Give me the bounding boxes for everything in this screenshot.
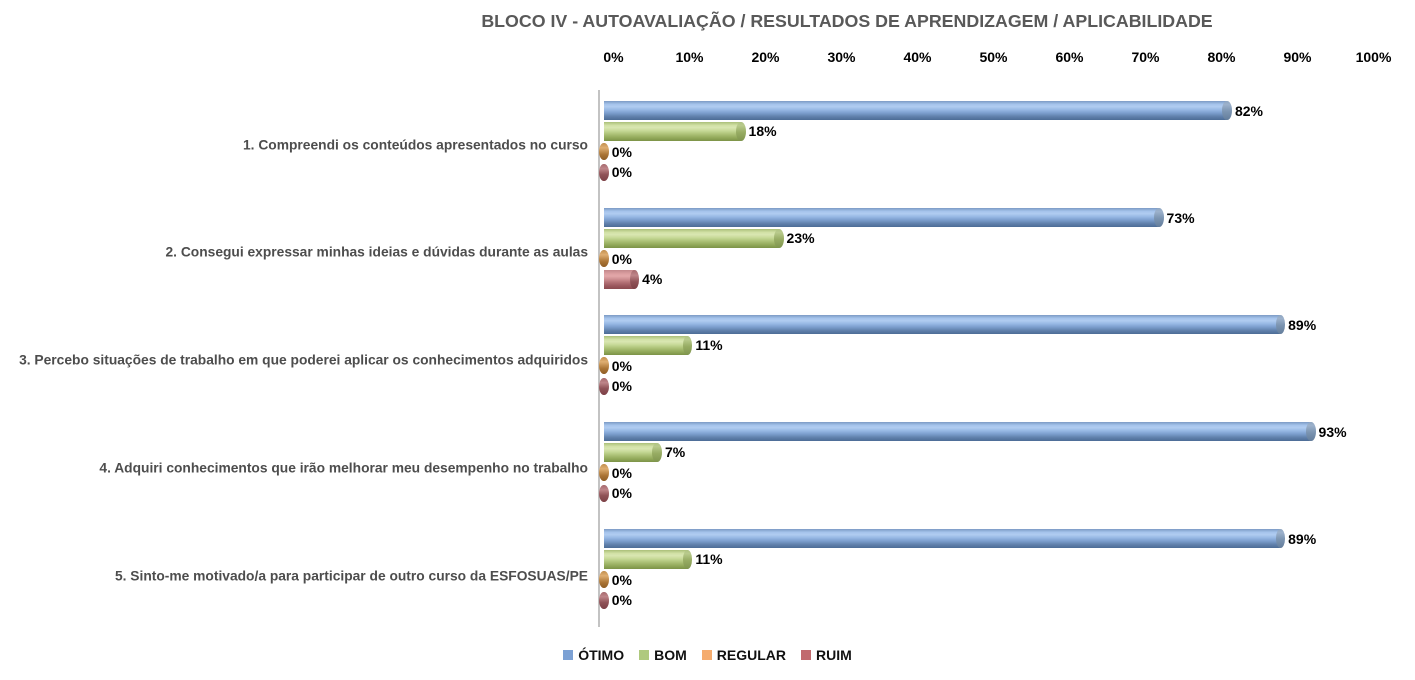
bar-otimo-cat5 xyxy=(604,529,1281,548)
data-label-ruim-cat4: 0% xyxy=(611,485,632,501)
y-axis-line xyxy=(598,90,600,627)
data-label-bom-cat2: 23% xyxy=(786,230,815,246)
data-label-otimo-cat4: 93% xyxy=(1318,423,1347,440)
x-tick-70: 70% xyxy=(1131,49,1160,65)
bar-otimo-cat4 xyxy=(604,422,1311,441)
data-label-otimo-cat3: 89% xyxy=(1288,316,1317,333)
x-tick-40: 40% xyxy=(903,49,932,65)
legend-label-regular: REGULAR xyxy=(716,647,786,663)
legend-label-otimo: ÓTIMO xyxy=(578,647,625,663)
chart-title: BLOCO IV - AUTOAVALIAÇÃO / RESULTADOS DE… xyxy=(481,11,1213,31)
data-label-regular-cat2: 0% xyxy=(611,250,632,267)
bar-cap-otimo-cat3 xyxy=(1275,315,1286,334)
data-label-ruim-cat3: 0% xyxy=(611,378,632,394)
bar-cap-ruim-cat3 xyxy=(599,377,609,395)
x-tick-20: 20% xyxy=(751,49,780,65)
data-label-otimo-cat1: 82% xyxy=(1234,102,1263,119)
data-label-regular-cat3: 0% xyxy=(611,357,632,374)
category-label-4: 4. Adquiri conhecimentos que irão melhor… xyxy=(99,460,588,476)
x-tick-50: 50% xyxy=(979,49,1008,65)
legend-swatch-otimo xyxy=(563,650,574,660)
bar-cap-ruim-cat2 xyxy=(629,269,640,289)
legend-label-bom: BOM xyxy=(654,647,687,663)
legend-item-bom: BOM xyxy=(639,647,687,663)
data-label-otimo-cat5: 89% xyxy=(1288,530,1317,547)
data-label-ruim-cat2: 4% xyxy=(642,271,663,287)
data-label-ruim-cat5: 0% xyxy=(611,592,632,608)
bar-bom-cat5 xyxy=(604,549,688,569)
x-tick-60: 60% xyxy=(1055,49,1084,65)
bar-cap-otimo-cat2 xyxy=(1154,208,1164,227)
category-label-1: 1. Compreendi os conteúdos apresentados … xyxy=(243,137,588,152)
bar-bom-cat3 xyxy=(604,335,688,355)
bar-otimo-cat1 xyxy=(604,101,1228,120)
data-label-bom-cat3: 11% xyxy=(695,337,723,353)
data-label-ruim-cat1: 0% xyxy=(611,164,632,180)
bar-cap-otimo-cat4 xyxy=(1306,422,1316,441)
bar-cap-bom-cat2 xyxy=(774,228,784,248)
bar-cap-bom-cat1 xyxy=(736,121,746,141)
legend: ÓTIMO BOM REGULAR RUIM xyxy=(0,645,1415,665)
bar-otimo-cat2 xyxy=(604,208,1159,227)
x-tick-0: 0% xyxy=(603,49,624,65)
bar-bom-cat1 xyxy=(604,121,741,141)
bar-cap-bom-cat5 xyxy=(682,549,693,569)
bar-cap-regular-cat1 xyxy=(599,143,609,160)
category-label-2: 2. Consegui expressar minhas ideias e dú… xyxy=(165,244,588,260)
legend-swatch-ruim xyxy=(801,650,811,660)
category-label-3: 3. Percebo situações de trabalho em que … xyxy=(19,352,588,368)
x-tick-100: 100% xyxy=(1355,49,1392,65)
bar-ruim-cat2 xyxy=(604,269,635,289)
legend-swatch-regular xyxy=(701,650,712,660)
category-label-5: 5. Sinto-me motivado/a para participar d… xyxy=(114,568,588,584)
legend-item-regular: REGULAR xyxy=(701,647,786,663)
bar-cap-bom-cat4 xyxy=(652,442,662,462)
bar-cap-ruim-cat5 xyxy=(599,591,609,609)
x-tick-30: 30% xyxy=(827,49,856,65)
data-label-regular-cat4: 0% xyxy=(611,464,632,481)
data-label-bom-cat4: 7% xyxy=(664,444,686,460)
bar-bom-cat2 xyxy=(604,228,779,248)
bar-cap-ruim-cat1 xyxy=(599,163,609,181)
bar-cap-regular-cat4 xyxy=(599,464,609,481)
legend-swatch-bom xyxy=(639,650,650,660)
legend-label-ruim: RUIM xyxy=(816,647,852,663)
bar-cap-regular-cat3 xyxy=(599,357,609,374)
legend-item-ruim: RUIM xyxy=(801,647,852,663)
bar-cap-otimo-cat1 xyxy=(1222,101,1232,120)
data-label-regular-cat5: 0% xyxy=(611,571,632,588)
bar-cap-bom-cat3 xyxy=(682,335,693,355)
x-tick-80: 80% xyxy=(1207,49,1236,65)
x-tick-90: 90% xyxy=(1283,49,1312,65)
x-tick-10: 10% xyxy=(675,49,704,65)
bar-otimo-cat3 xyxy=(604,315,1281,334)
bar-cap-regular-cat2 xyxy=(599,250,609,267)
bar-bom-cat4 xyxy=(604,442,658,462)
data-label-bom-cat1: 18% xyxy=(748,123,777,139)
data-label-bom-cat5: 11% xyxy=(695,551,723,567)
legend-item-otimo: ÓTIMO xyxy=(563,647,624,663)
data-label-regular-cat1: 0% xyxy=(611,143,632,160)
bar-cap-ruim-cat4 xyxy=(599,484,609,502)
bar-cap-otimo-cat5 xyxy=(1275,529,1286,548)
data-label-otimo-cat2: 73% xyxy=(1166,209,1195,226)
bar-cap-regular-cat5 xyxy=(599,571,609,588)
